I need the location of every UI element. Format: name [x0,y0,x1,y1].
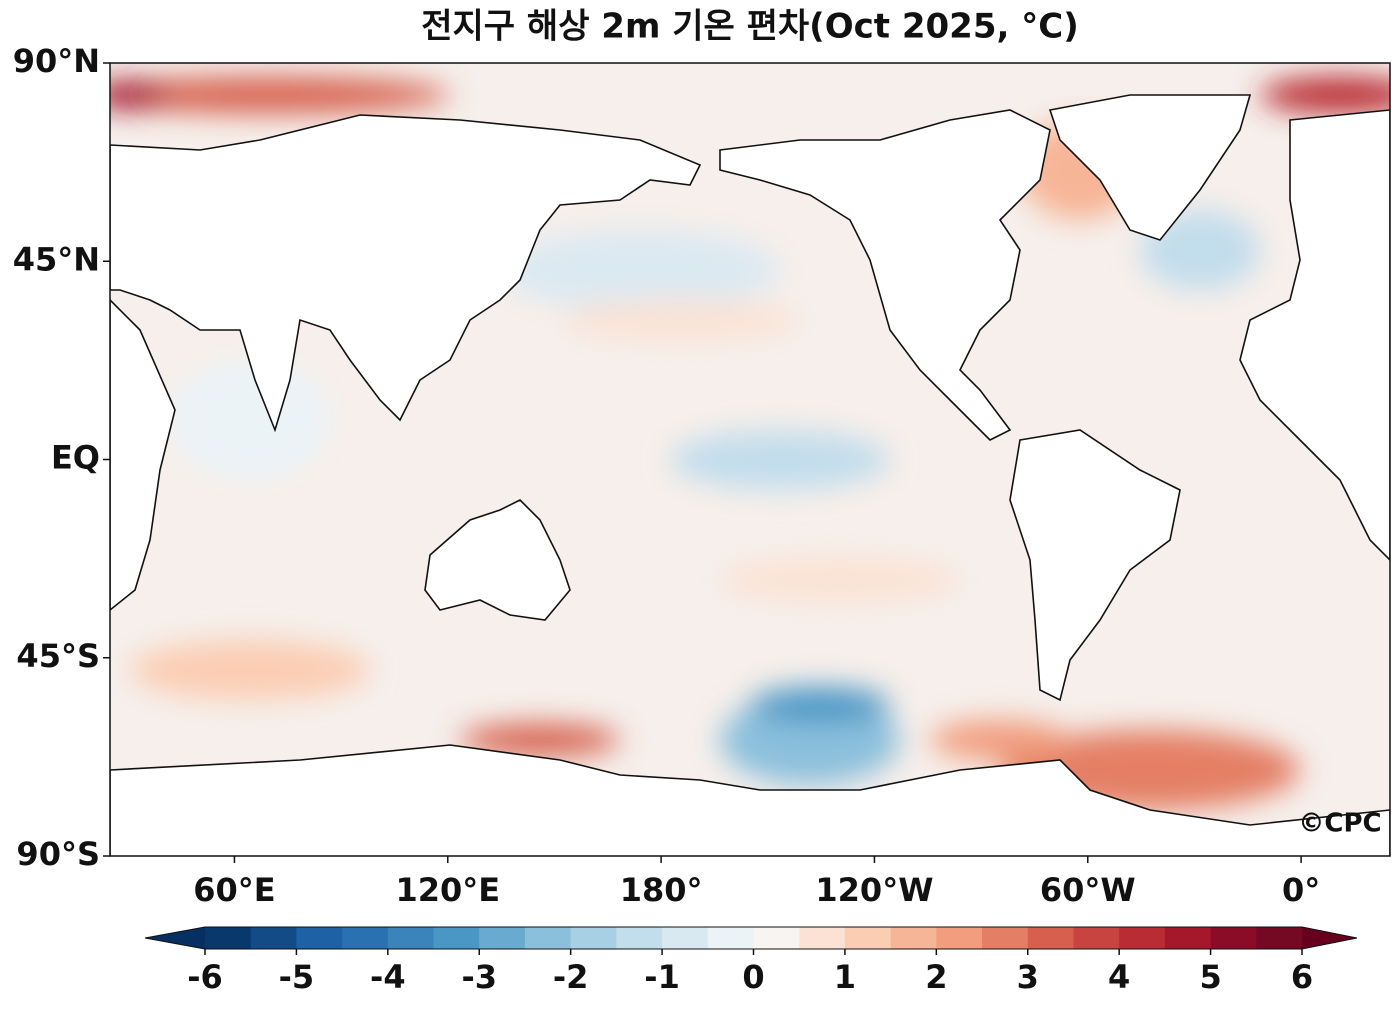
colorbar-tick-label: 1 [834,958,856,996]
colorbar-swatch [753,927,800,949]
colorbar-swatch [936,927,983,949]
colorbar-swatch [844,927,892,949]
colorbar-swatch [387,927,435,949]
colorbar-swatch [890,927,937,949]
colorbar-tick-label: -2 [553,958,589,996]
africa-east [110,298,176,612]
x-tick-label: 60°E [193,871,275,909]
colorbar-tick-label: 2 [925,958,947,996]
colorbar-swatch [1027,927,1074,949]
south-america [1009,429,1181,702]
map-area: ©CPC [110,63,1390,856]
y-tick-label: 45°N [13,240,100,278]
colorbar-tick-label: 6 [1291,958,1313,996]
colorbar-extend-over [1302,927,1357,949]
colorbar-tick-label: 0 [742,958,764,996]
greenland [1048,94,1252,241]
x-tick-label: 120°W [815,871,933,909]
colorbar-tick-label: -4 [370,958,406,996]
colorbar-swatch [1256,927,1303,949]
colorbar-tick-label: 3 [1017,958,1039,996]
colorbar-swatch [1210,927,1257,949]
europe-africa-west [1239,109,1390,562]
colorbar-swatch [982,927,1029,949]
credit: ©CPC [1298,809,1381,839]
y-tick-label: 90°S [16,835,100,873]
colorbar-tick-label: -3 [461,958,497,996]
colorbar-extend-under [145,927,205,949]
colorbar-swatch [1119,927,1166,949]
y-tick-label: 90°N [13,42,100,80]
colorbar-tick-label: -5 [279,958,315,996]
colorbar-tick-label: -1 [644,958,680,996]
x-tick-label: 0° [1282,871,1320,909]
y-tick-label: 45°S [16,637,100,675]
australia [424,499,571,621]
colorbar-tick-label: 5 [1199,958,1221,996]
x-tick-label: 180° [620,871,703,909]
antarctica [110,744,1390,856]
colorbar-swatch [342,927,389,949]
colorbar-swatch [205,927,252,949]
colorbar-swatch [433,927,480,949]
map-title: 전지구 해상 2m 기온 편차(Oct 2025, °C) [421,7,1079,47]
colorbar-swatch [524,927,572,949]
colorbar-swatch [570,927,617,949]
x-tick-label: 60°W [1040,871,1136,909]
north-america [719,109,1051,441]
colorbar-swatch [250,927,297,949]
colorbar-swatch [479,927,526,949]
x-tick-label: 120°E [395,871,500,909]
colorbar-tick-label: 4 [1108,958,1130,996]
eurasia [110,114,702,433]
colorbar-tick-label: -6 [187,958,223,996]
colorbar-swatch [662,927,709,949]
colorbar-swatch [616,927,663,949]
colorbar-swatch [707,927,754,949]
colorbar-swatch [1164,927,1212,949]
colorbar-swatch [296,927,343,949]
y-tick-label: EQ [51,439,100,477]
colorbar-swatch [1073,927,1120,949]
colorbar-swatch [799,927,846,949]
